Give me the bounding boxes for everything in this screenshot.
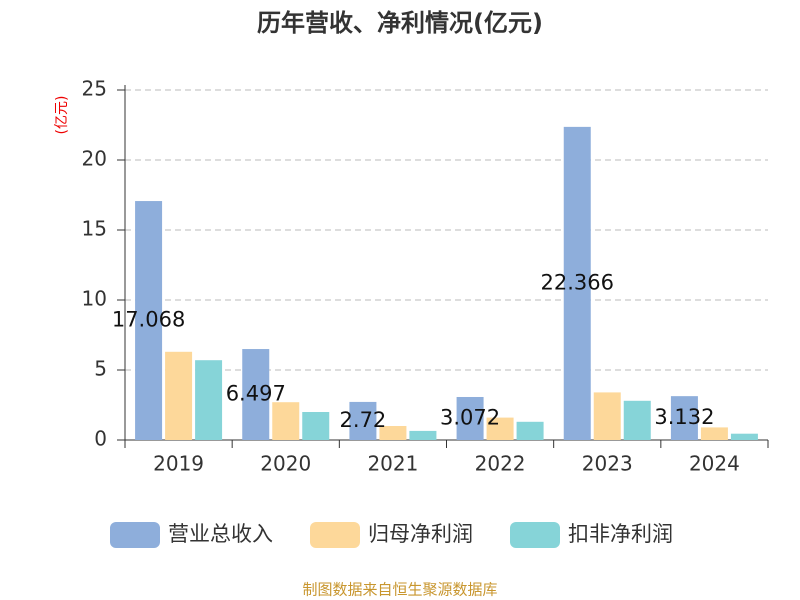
bar (623, 400, 651, 440)
data-label: 17.068 (112, 308, 185, 332)
bar (730, 433, 758, 440)
bar (349, 401, 377, 440)
x-tick-label: 2019 (153, 452, 204, 476)
y-tick-label: 10 (82, 287, 107, 311)
bar (593, 392, 621, 440)
bar (302, 412, 330, 440)
y-tick-label: 0 (94, 427, 107, 451)
data-label: 3.132 (654, 405, 714, 429)
bar (272, 402, 300, 440)
bar (165, 351, 193, 440)
y-tick-label: 25 (82, 77, 107, 101)
bar (195, 360, 223, 440)
bar (670, 396, 698, 440)
source-note: 制图数据来自恒生聚源数据库 (302, 581, 497, 599)
legend-label: 归母净利润 (368, 522, 473, 546)
x-tick-label: 2023 (582, 452, 633, 476)
data-label: 6.497 (226, 382, 286, 406)
bar (242, 349, 270, 440)
data-label: 22.366 (541, 270, 614, 294)
y-tick-label: 20 (82, 147, 107, 171)
x-tick-label: 2020 (260, 452, 311, 476)
bar (516, 421, 544, 440)
x-tick-label: 2024 (689, 452, 740, 476)
bar (563, 126, 591, 440)
data-label: 3.072 (440, 405, 500, 429)
legend-swatch (510, 522, 560, 548)
x-tick-label: 2021 (367, 452, 418, 476)
x-tick-label: 2022 (475, 452, 526, 476)
legend-label: 扣非净利润 (568, 522, 673, 546)
legend-label: 营业总收入 (168, 522, 273, 546)
legend-swatch (110, 522, 160, 548)
data-label: 2.72 (340, 408, 387, 432)
bar (135, 201, 163, 440)
legend-swatch (310, 522, 360, 548)
bar (486, 417, 514, 440)
bar (379, 426, 407, 440)
bar (409, 430, 437, 440)
bar (456, 396, 484, 440)
bar (700, 427, 728, 440)
chart-title: 历年营收、净利情况(亿元) (257, 9, 543, 37)
y-tick-label: 5 (94, 357, 107, 381)
y-tick-label: 15 (82, 217, 107, 241)
y-axis-label: (亿元) (54, 96, 70, 135)
